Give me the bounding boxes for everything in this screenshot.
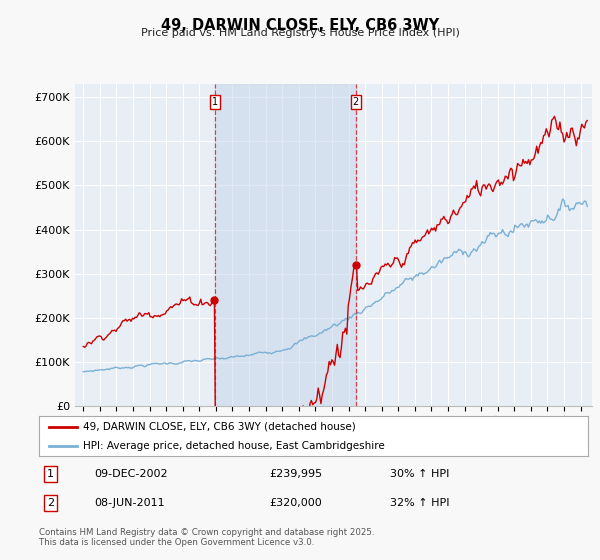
- Text: HPI: Average price, detached house, East Cambridgeshire: HPI: Average price, detached house, East…: [83, 441, 385, 450]
- Text: Contains HM Land Registry data © Crown copyright and database right 2025.
This d: Contains HM Land Registry data © Crown c…: [39, 528, 374, 548]
- Text: 1: 1: [212, 97, 218, 107]
- Text: 1: 1: [47, 469, 54, 479]
- Text: Price paid vs. HM Land Registry's House Price Index (HPI): Price paid vs. HM Land Registry's House …: [140, 28, 460, 38]
- Text: 49, DARWIN CLOSE, ELY, CB6 3WY (detached house): 49, DARWIN CLOSE, ELY, CB6 3WY (detached…: [83, 422, 356, 432]
- Text: 30% ↑ HPI: 30% ↑ HPI: [391, 469, 450, 479]
- Text: 2: 2: [353, 97, 359, 107]
- Text: 32% ↑ HPI: 32% ↑ HPI: [391, 498, 450, 508]
- Text: £239,995: £239,995: [269, 469, 323, 479]
- Bar: [215, 84, 356, 406]
- Text: 09-DEC-2002: 09-DEC-2002: [94, 469, 167, 479]
- Text: 08-JUN-2011: 08-JUN-2011: [94, 498, 164, 508]
- Text: £320,000: £320,000: [269, 498, 322, 508]
- Text: 2: 2: [47, 498, 55, 508]
- Text: 49, DARWIN CLOSE, ELY, CB6 3WY: 49, DARWIN CLOSE, ELY, CB6 3WY: [161, 18, 439, 33]
